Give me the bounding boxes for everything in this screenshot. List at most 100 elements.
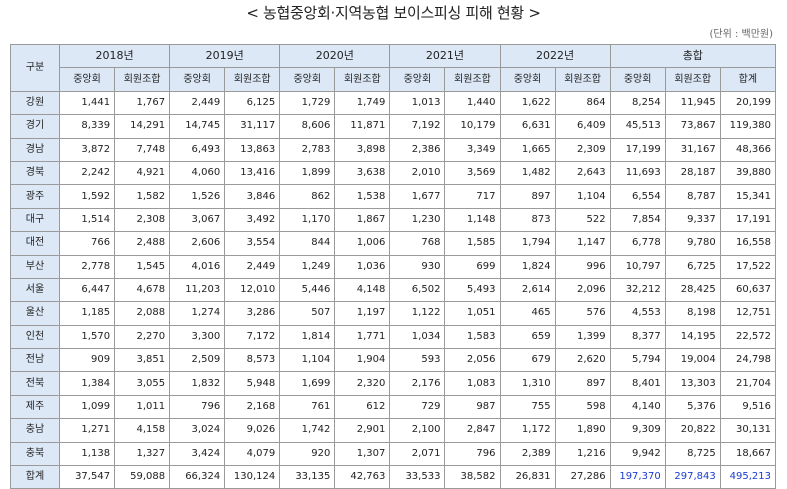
value-cell: 11,203 (169, 277, 226, 303)
value-cell: 1,440 (444, 90, 501, 116)
value-cell: 2,010 (389, 160, 446, 186)
table-row: 경기 8,339 14,291 14,745 31,117 8,606 11,871 7,19… (10, 114, 777, 139)
table-row: 충북 1,138 1,327 3,424 4,079 920 1,307 2,071 796 2,… (10, 441, 777, 467)
total-header: 총합 (609, 43, 777, 69)
value-cell: 24,798 (719, 348, 777, 373)
damage-table: 구분 2018년 2019년 2020년 2021년 2022년 총합 중앙회 … (10, 43, 777, 489)
value-cell: 60,637 (719, 277, 777, 303)
value-cell: 1,197 (334, 301, 391, 326)
value-cell: 45,513 (609, 114, 666, 139)
region-cell: 합계 (10, 465, 60, 489)
value-cell: 717 (444, 184, 501, 209)
value-cell: 9,780 (664, 231, 721, 256)
value-cell: 14,195 (664, 324, 721, 350)
value-cell: 1,034 (389, 324, 446, 350)
value-cell: 3,846 (224, 184, 281, 209)
region-cell: 경북 (10, 160, 60, 186)
value-cell: 4,016 (169, 254, 226, 279)
value-cell: 5,948 (224, 371, 281, 396)
value-cell: 2,100 (389, 418, 446, 443)
value-cell: 2,778 (58, 254, 116, 279)
value-cell: 6,631 (499, 114, 556, 139)
value-cell: 17,522 (719, 254, 777, 279)
table-row: 제주 1,099 1,011 796 2,168 761 612 729 987 755 598 4,… (10, 394, 777, 420)
value-cell: 2,168 (224, 394, 281, 420)
value-cell: 6,409 (554, 114, 611, 139)
value-cell: 4,079 (224, 441, 281, 467)
value-cell: 6,447 (58, 277, 116, 303)
value-cell: 1,526 (169, 184, 226, 209)
value-cell: 37,547 (58, 465, 116, 489)
value-cell: 1,729 (279, 90, 336, 116)
table-body: 강원 1,441 1,767 2,449 6,125 1,729 1,749 1,013 1,4… (10, 90, 777, 489)
value-cell: 11,945 (664, 90, 721, 116)
value-cell: 3,851 (114, 348, 171, 373)
value-cell: 1,170 (279, 207, 336, 233)
region-cell: 전북 (10, 371, 60, 396)
value-cell: 38,582 (444, 465, 501, 489)
value-cell: 14,745 (169, 114, 226, 139)
value-cell: 1,665 (499, 137, 556, 162)
table-row: 전남 909 3,851 2,509 8,573 1,104 1,904 593 2,056 67… (10, 348, 777, 373)
header-row-years: 구분 2018년 2019년 2020년 2021년 2022년 총합 (10, 43, 777, 92)
value-cell: 16,558 (719, 231, 777, 256)
value-cell: 8,198 (664, 301, 721, 326)
value-cell: 766 (58, 231, 116, 256)
value-cell: 3,424 (169, 441, 226, 467)
value-cell: 2,449 (224, 254, 281, 279)
value-cell: 1,138 (58, 441, 116, 467)
value-cell: 1,011 (114, 394, 171, 420)
value-cell: 27,286 (554, 465, 611, 489)
value-cell: 48,366 (719, 137, 777, 162)
value-cell: 4,060 (169, 160, 226, 186)
value-cell: 2,096 (554, 277, 611, 303)
value-cell: 20,199 (719, 90, 777, 116)
year-header-2021: 2021년 (389, 43, 501, 69)
value-cell: 2,389 (499, 441, 556, 467)
region-cell: 충북 (10, 441, 60, 467)
value-cell: 1,904 (334, 348, 391, 373)
value-cell: 4,921 (114, 160, 171, 186)
value-cell: 768 (389, 231, 446, 256)
value-cell: 3,024 (169, 418, 226, 443)
value-cell: 119,380 (719, 114, 777, 139)
table-row: 대구 1,514 2,308 3,067 3,492 1,170 1,867 1,230 1,1… (10, 207, 777, 233)
value-cell: 11,871 (334, 114, 391, 139)
value-cell: 33,135 (279, 465, 336, 489)
region-cell: 인천 (10, 324, 60, 350)
value-cell: 22,572 (719, 324, 777, 350)
value-cell: 9,026 (224, 418, 281, 443)
value-cell: 1,051 (444, 301, 501, 326)
sub-header-central: 중앙회 (279, 67, 336, 92)
total-row: 합계 37,547 59,088 66,324 130,124 33,135 42,763 3… (10, 465, 777, 489)
value-cell: 4,148 (334, 277, 391, 303)
value-cell: 1,514 (58, 207, 116, 233)
value-cell: 2,783 (279, 137, 336, 162)
value-cell: 2,309 (554, 137, 611, 162)
value-cell: 2,847 (444, 418, 501, 443)
region-cell: 부산 (10, 254, 60, 279)
value-cell: 495,213 (719, 465, 777, 489)
sub-header-member: 회원조합 (664, 67, 721, 92)
value-cell: 2,606 (169, 231, 226, 256)
value-cell: 13,303 (664, 371, 721, 396)
table-row: 충남 1,271 4,158 3,024 9,026 1,742 2,901 2,100 2,8… (10, 418, 777, 443)
value-cell: 2,614 (499, 277, 556, 303)
sub-header-central: 중앙회 (499, 67, 556, 92)
value-cell: 1,104 (554, 184, 611, 209)
value-cell: 9,516 (719, 394, 777, 420)
value-cell: 12,751 (719, 301, 777, 326)
value-cell: 3,638 (334, 160, 391, 186)
region-cell: 광주 (10, 184, 60, 209)
value-cell: 1,441 (58, 90, 116, 116)
unit-label: (단위 : 백만원) (709, 29, 773, 40)
value-cell: 6,493 (169, 137, 226, 162)
table-row: 인천 1,570 2,270 3,300 7,172 1,814 1,771 1,034 1,5… (10, 324, 777, 350)
value-cell: 598 (554, 394, 611, 420)
value-cell: 8,339 (58, 114, 116, 139)
value-cell: 2,449 (169, 90, 226, 116)
value-cell: 26,831 (499, 465, 556, 489)
value-cell: 8,573 (224, 348, 281, 373)
value-cell: 14,291 (114, 114, 171, 139)
value-cell: 30,131 (719, 418, 777, 443)
